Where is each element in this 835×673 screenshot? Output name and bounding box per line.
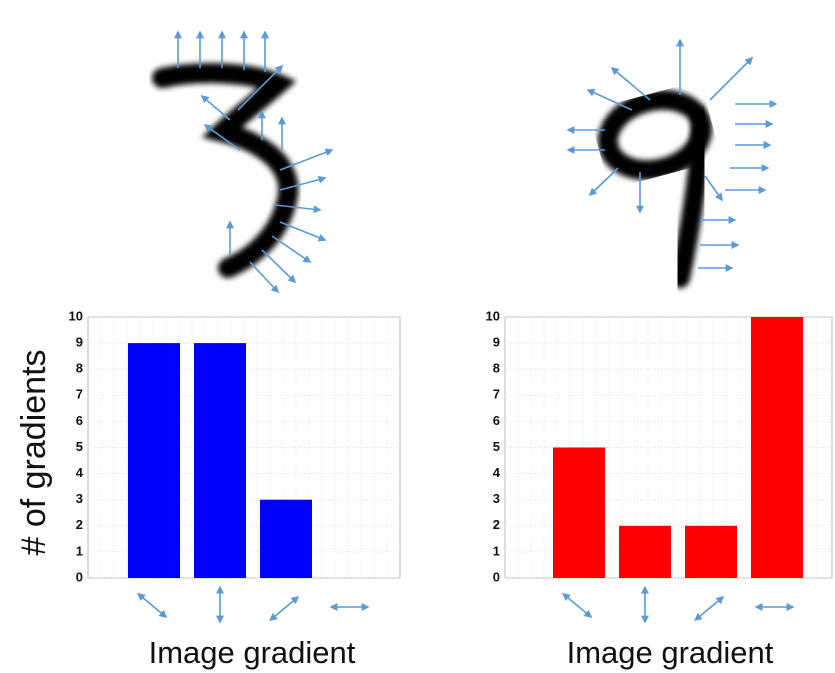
y-axis-label: # of gradients [15, 349, 53, 555]
y-tick-label: 6 [493, 413, 500, 428]
y-tick-label: 1 [493, 543, 500, 558]
y-tick-label: 2 [76, 517, 83, 532]
y-tick-label: 5 [76, 439, 83, 454]
digit-nine [568, 40, 776, 278]
digit-three [162, 32, 332, 292]
y-tick-label: 1 [76, 543, 83, 558]
y-tick-label: 6 [76, 413, 83, 428]
y-tick-label: 8 [76, 361, 83, 376]
y-tick-label: 9 [493, 335, 500, 350]
bar [128, 343, 180, 578]
y-tick-label: 4 [76, 465, 84, 480]
bar [553, 448, 605, 579]
y-tick-label: 5 [493, 439, 500, 454]
figure: 012345678910# of gradientsImage gradient… [0, 0, 835, 673]
y-tick-label: 7 [76, 387, 83, 402]
y-tick-label: 8 [493, 361, 500, 376]
y-tick-label: 10 [69, 308, 83, 323]
y-tick-label: 9 [76, 335, 83, 350]
x-axis-label: Image gradient [567, 635, 774, 670]
y-tick-label: 0 [493, 569, 500, 584]
direction-icon [699, 597, 723, 617]
direction-icon [142, 597, 166, 617]
y-tick-label: 3 [76, 491, 83, 506]
y-tick-label: 2 [493, 517, 500, 532]
bar [194, 343, 246, 578]
x-axis-label: Image gradient [149, 635, 356, 670]
bar [260, 500, 312, 578]
y-tick-label: 7 [493, 387, 500, 402]
direction-icon [567, 597, 591, 617]
y-tick-label: 10 [486, 308, 500, 323]
y-tick-label: 0 [76, 569, 83, 584]
y-tick-label: 4 [493, 465, 501, 480]
bar [619, 526, 671, 578]
y-tick-label: 3 [493, 491, 500, 506]
bar [751, 317, 803, 578]
direction-icon [274, 597, 298, 617]
bar [685, 526, 737, 578]
